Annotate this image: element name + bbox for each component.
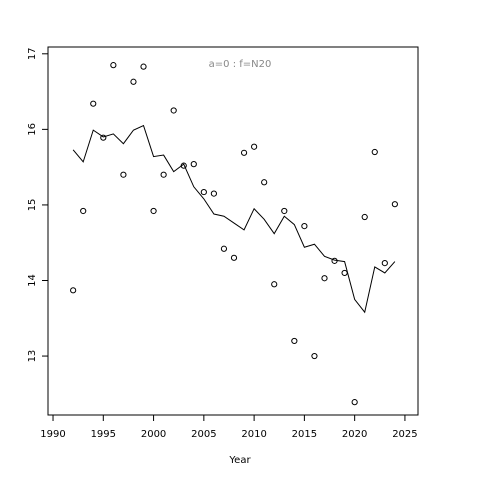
data-point bbox=[311, 352, 318, 360]
data-point bbox=[170, 107, 177, 114]
x-tick-label: 2015 bbox=[292, 429, 317, 440]
data-point bbox=[110, 62, 117, 69]
data-point bbox=[381, 260, 388, 267]
data-point bbox=[301, 222, 308, 230]
data-point bbox=[351, 399, 358, 406]
x-tick-label: 1990 bbox=[40, 429, 65, 440]
x-tick-label: 2005 bbox=[191, 429, 216, 440]
data-point bbox=[150, 207, 157, 215]
y-tick-label: 16 bbox=[27, 123, 38, 136]
data-point bbox=[251, 143, 258, 150]
data-point bbox=[391, 201, 398, 208]
data-point bbox=[200, 188, 207, 196]
data-point bbox=[80, 207, 87, 215]
data-point bbox=[271, 281, 278, 288]
data-point bbox=[70, 287, 77, 294]
data-point bbox=[261, 179, 268, 186]
y-tick-label: 13 bbox=[27, 350, 38, 363]
data-point bbox=[281, 207, 288, 215]
x-tick-label: 2010 bbox=[241, 429, 266, 440]
data-point bbox=[321, 275, 328, 282]
data-point bbox=[100, 134, 107, 141]
x-tick-label: 1995 bbox=[91, 429, 116, 440]
data-point bbox=[371, 148, 378, 156]
data-point bbox=[240, 149, 248, 156]
y-tick-label: 15 bbox=[27, 199, 38, 212]
y-tick-label: 14 bbox=[27, 274, 38, 287]
y-tick-label: 17 bbox=[27, 47, 38, 60]
data-point bbox=[190, 161, 197, 168]
data-point bbox=[130, 78, 137, 85]
x-tick-label: 2025 bbox=[392, 429, 417, 440]
data-point bbox=[291, 337, 298, 345]
trend-line bbox=[72, 124, 396, 314]
data-point bbox=[361, 213, 368, 221]
data-point bbox=[140, 63, 147, 70]
x-tick-label: 2000 bbox=[141, 429, 166, 440]
annotation: a=0 : f=N20 bbox=[209, 59, 272, 70]
data-point bbox=[90, 100, 97, 107]
data-point bbox=[341, 269, 348, 277]
data-point bbox=[230, 254, 238, 261]
data-point bbox=[120, 171, 127, 178]
plot-box bbox=[47, 46, 419, 416]
x-tick-label: 2020 bbox=[342, 429, 367, 440]
data-point bbox=[210, 190, 217, 197]
data-point bbox=[160, 171, 167, 178]
data-point bbox=[220, 245, 228, 252]
x-axis-label: Year bbox=[228, 455, 251, 466]
